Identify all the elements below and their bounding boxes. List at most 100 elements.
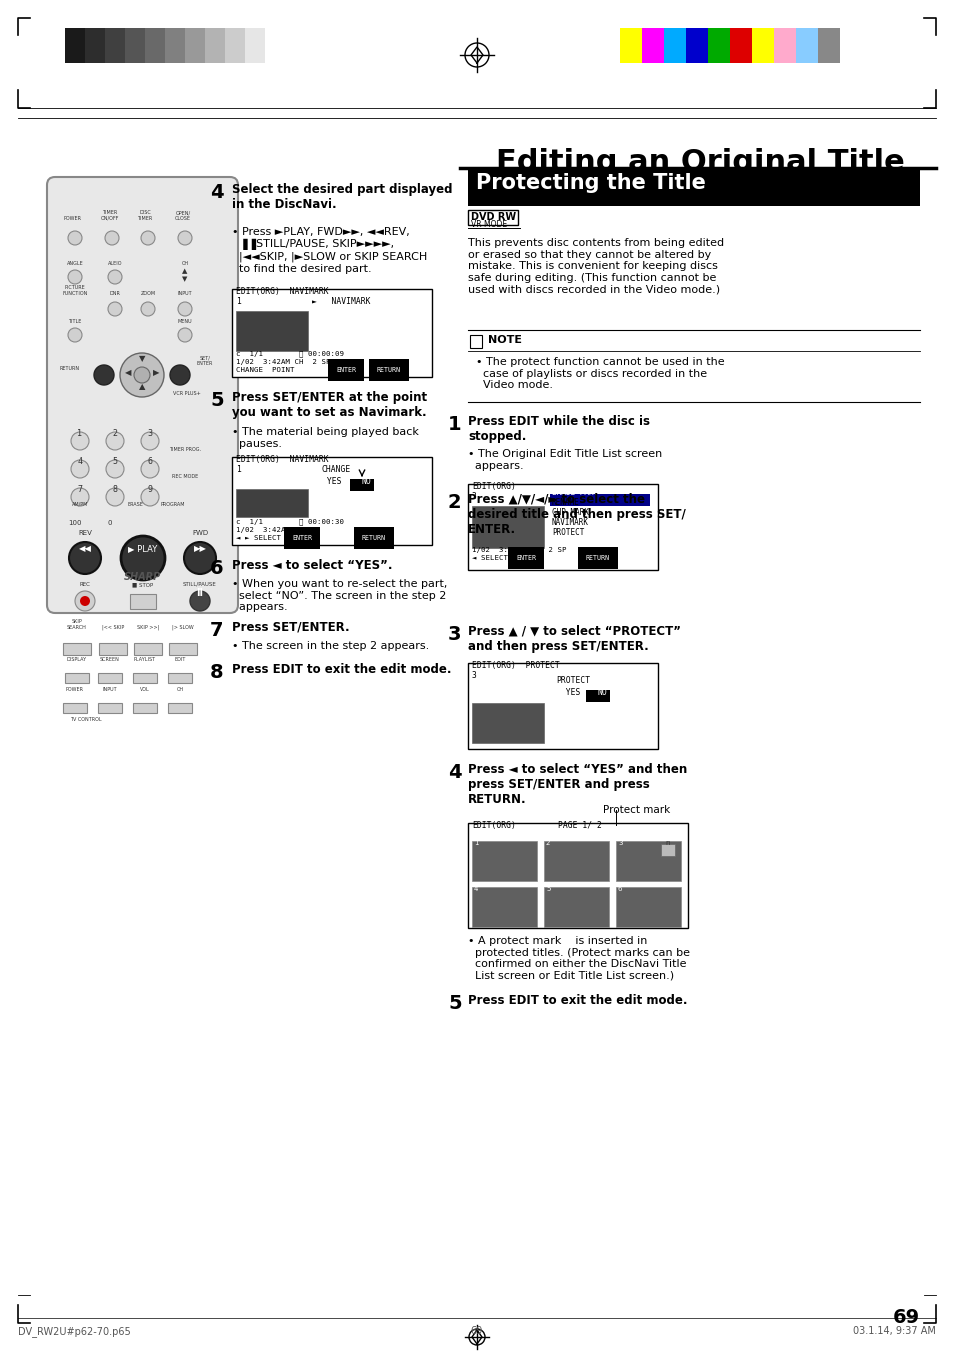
Text: 5: 5: [448, 994, 461, 1013]
Text: ENTER: ENTER: [335, 367, 355, 373]
Text: 4: 4: [77, 457, 82, 466]
Circle shape: [68, 270, 82, 284]
Text: OPEN/
CLOSE: OPEN/ CLOSE: [174, 211, 191, 222]
Circle shape: [94, 365, 113, 385]
Text: YES: YES: [556, 688, 579, 697]
Bar: [350, 480, 374, 490]
Text: n: n: [664, 840, 669, 846]
Bar: [472, 703, 543, 743]
Bar: [232, 289, 432, 377]
Text: 3: 3: [618, 840, 622, 846]
Text: |<< SKIP: |<< SKIP: [102, 626, 124, 631]
Text: RENAME: RENAME: [552, 499, 579, 507]
Text: 1: 1: [448, 415, 461, 434]
Text: CH: CH: [176, 688, 183, 692]
Bar: [105, 28, 125, 63]
Circle shape: [120, 353, 164, 397]
Bar: [817, 28, 840, 63]
Text: 6: 6: [618, 886, 622, 892]
Circle shape: [105, 231, 119, 245]
Bar: [685, 28, 707, 63]
Text: ▲: ▲: [138, 382, 145, 390]
Text: 1: 1: [474, 840, 478, 846]
Circle shape: [68, 231, 82, 245]
Circle shape: [178, 328, 192, 342]
Bar: [132, 703, 157, 713]
Text: SHARP: SHARP: [123, 571, 160, 582]
Text: PROTECT: PROTECT: [552, 528, 584, 536]
Circle shape: [71, 459, 89, 478]
Bar: [168, 703, 192, 713]
Bar: [641, 28, 663, 63]
Text: PROTECT: PROTECT: [556, 676, 590, 685]
Text: 4: 4: [448, 763, 461, 782]
Bar: [235, 311, 308, 351]
Text: RETURN: RETURN: [60, 366, 80, 372]
Text: PICTURE
FUNCTION: PICTURE FUNCTION: [62, 285, 88, 296]
Text: 4: 4: [210, 182, 223, 203]
Text: 5: 5: [545, 886, 550, 892]
Text: 8: 8: [112, 485, 117, 494]
Text: • The screen in the step 2 appears.: • The screen in the step 2 appears.: [232, 640, 429, 651]
Text: 2: 2: [545, 840, 550, 846]
Bar: [98, 673, 122, 684]
Text: 3: 3: [148, 430, 152, 438]
Bar: [472, 888, 537, 927]
Circle shape: [133, 367, 150, 382]
Text: REC MODE: REC MODE: [172, 474, 198, 480]
Circle shape: [106, 459, 124, 478]
Text: ENTER: ENTER: [292, 535, 312, 540]
Circle shape: [178, 303, 192, 316]
Bar: [468, 484, 658, 570]
Text: ▼: ▼: [182, 276, 188, 282]
Text: YES: YES: [322, 477, 341, 486]
Text: c  1/1        ⌚ 00:00:09: c 1/1 ⌚ 00:00:09: [235, 350, 344, 357]
Text: ►   NAVIMARK: ► NAVIMARK: [312, 297, 370, 305]
Bar: [472, 842, 537, 881]
Text: 69: 69: [471, 1325, 482, 1336]
Text: CHANGE  POINT: CHANGE POINT: [235, 367, 294, 373]
FancyBboxPatch shape: [47, 177, 237, 613]
Text: TV CONTROL: TV CONTROL: [70, 717, 102, 721]
Circle shape: [141, 303, 154, 316]
Circle shape: [106, 432, 124, 450]
Circle shape: [71, 488, 89, 507]
Text: PAGE 1/ 2: PAGE 1/ 2: [558, 821, 601, 830]
Text: 100: 100: [69, 520, 82, 526]
Text: ▶: ▶: [152, 367, 159, 377]
Text: DVD RW: DVD RW: [471, 212, 516, 222]
Text: Press ◄ to select “YES”.: Press ◄ to select “YES”.: [232, 559, 392, 571]
Text: c  1/1        ⌚ 00:00:30: c 1/1 ⌚ 00:00:30: [235, 517, 344, 524]
Text: EDIT: EDIT: [174, 657, 186, 662]
Text: PLAYLIST: PLAYLIST: [133, 657, 156, 662]
Bar: [468, 663, 658, 748]
Text: NO: NO: [598, 688, 607, 697]
Bar: [468, 209, 517, 226]
Text: 2: 2: [112, 430, 117, 438]
Text: 3: 3: [448, 626, 461, 644]
Bar: [205, 28, 225, 63]
Text: SKIP >>|: SKIP >>|: [136, 626, 159, 631]
Text: INPUT: INPUT: [103, 688, 117, 692]
Text: ERASE: ERASE: [127, 503, 143, 507]
Bar: [660, 844, 675, 857]
Bar: [550, 494, 649, 507]
Text: CHANGE: CHANGE: [322, 465, 351, 474]
Text: Protecting the Title: Protecting the Title: [476, 173, 705, 193]
Text: Press EDIT to exit the edit mode.: Press EDIT to exit the edit mode.: [232, 663, 451, 676]
Text: RETURN: RETURN: [585, 555, 609, 561]
Bar: [130, 594, 156, 609]
Text: 3: 3: [472, 492, 476, 501]
Circle shape: [71, 432, 89, 450]
Text: INPUT: INPUT: [177, 290, 193, 296]
Text: 0: 0: [108, 520, 112, 526]
Bar: [729, 28, 751, 63]
Text: 5: 5: [210, 390, 223, 409]
Text: 1: 1: [235, 465, 240, 474]
Circle shape: [141, 488, 159, 507]
Text: EDIT(ORG): EDIT(ORG): [472, 482, 516, 490]
Text: NAVIMARK: NAVIMARK: [552, 517, 588, 527]
Bar: [165, 28, 185, 63]
Bar: [795, 28, 817, 63]
Text: ▶▶: ▶▶: [193, 544, 206, 553]
